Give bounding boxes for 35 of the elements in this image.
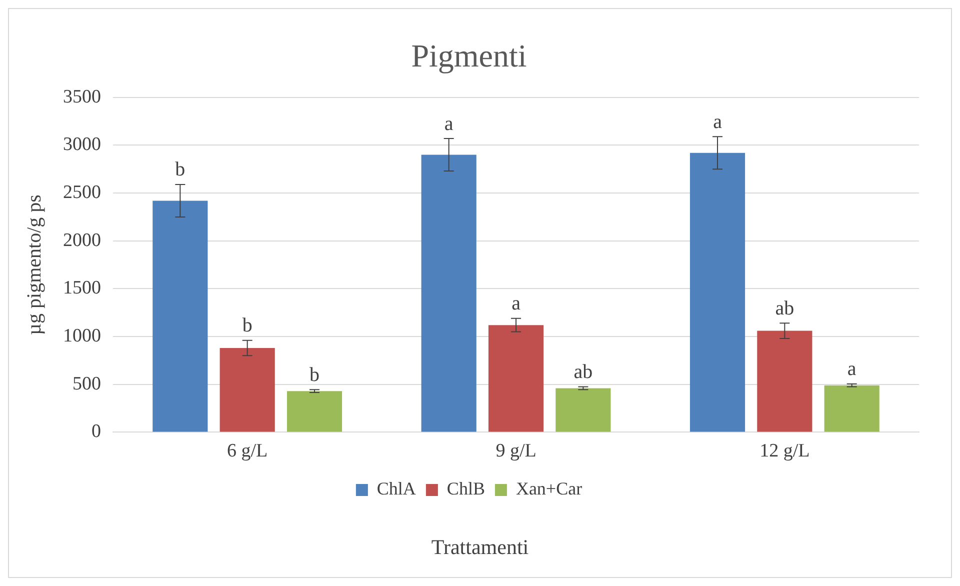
y-tick-label: 2000 [63, 230, 101, 251]
bar [286, 391, 342, 432]
bar [690, 152, 746, 432]
y-tick-label: 500 [72, 373, 101, 394]
legend-label: Xan+Car [516, 478, 582, 499]
y-tick-label: 0 [92, 421, 101, 442]
bar [488, 325, 544, 432]
annotation: ab [574, 361, 593, 384]
x-tick-label: 6 g/L [227, 440, 268, 462]
annotation: a [713, 110, 722, 133]
x-tick-label: 12 g/L [760, 440, 810, 462]
annotation: a [847, 358, 856, 380]
bar [824, 385, 880, 432]
annotation: b [175, 158, 186, 181]
y-tick-label: 2500 [63, 182, 101, 204]
bar [220, 348, 275, 432]
bar [152, 200, 208, 432]
chart-title: Pigmenti [411, 38, 527, 74]
bar [421, 154, 476, 432]
y-tick-label: 1500 [63, 278, 101, 299]
y-tick-label: 3000 [63, 134, 101, 156]
legend-label: ChlB [446, 478, 485, 499]
annotation: b [242, 314, 252, 337]
annotation: a [444, 112, 454, 135]
annotation: a [512, 292, 521, 315]
bar [556, 388, 611, 432]
bar [757, 330, 812, 432]
x-axis-title: Trattamenti [430, 535, 530, 560]
legend-label: ChlA [376, 478, 416, 499]
y-axis-title: µg pigmento/g ps [23, 194, 46, 336]
y-tick-label: 1000 [63, 326, 101, 347]
y-tick-label: 3500 [63, 86, 101, 108]
x-tick-label: 9 g/L [496, 440, 536, 462]
annotation: ab [775, 297, 794, 320]
annotation: b [310, 364, 320, 386]
